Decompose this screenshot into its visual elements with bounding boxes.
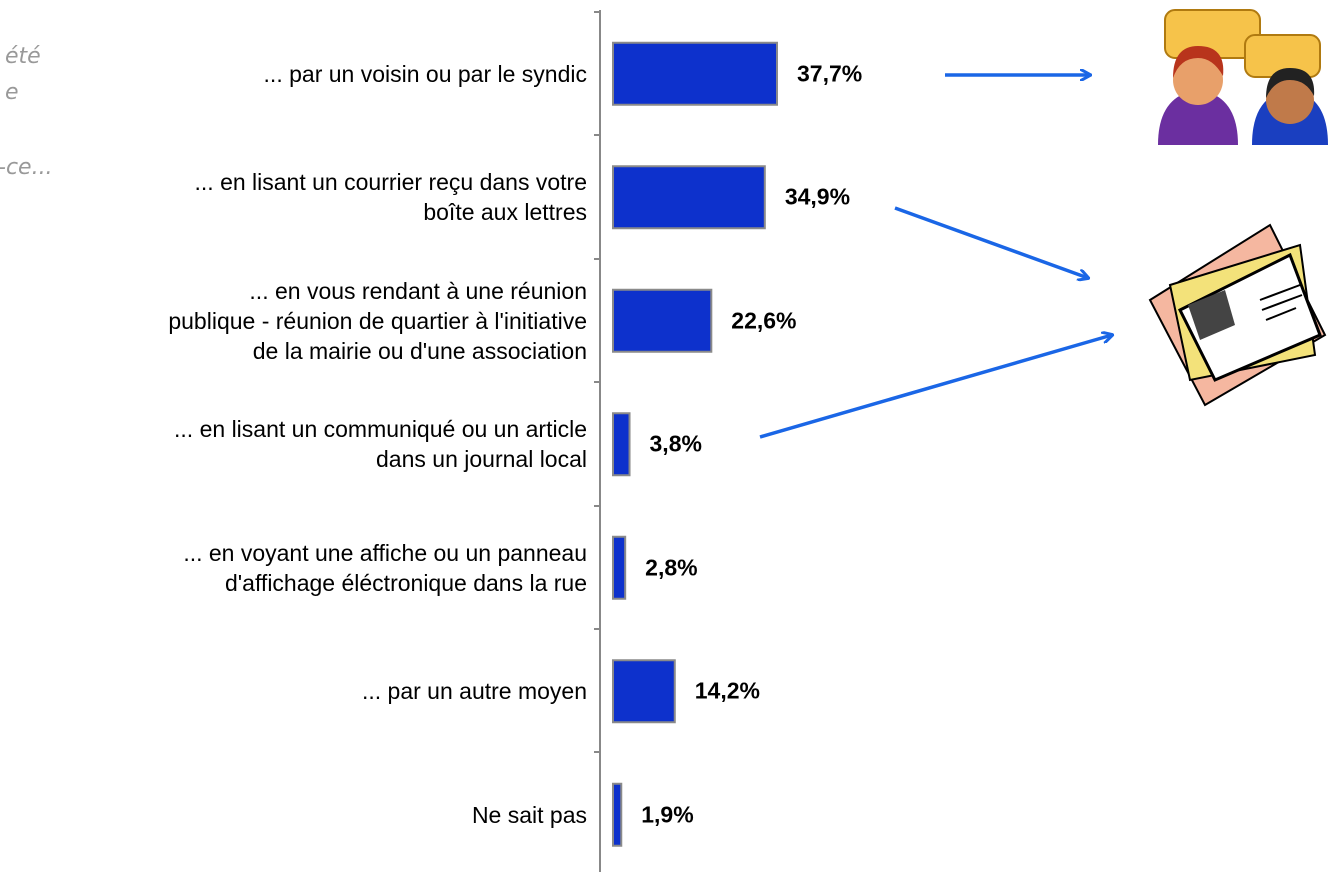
category-label: ... en vous rendant à une réunion publiq… [168, 277, 587, 364]
value-label: 1,9% [641, 801, 694, 828]
value-label: 34,9% [784, 183, 851, 210]
annotation: e [5, 80, 19, 105]
mail-icon [1148, 223, 1327, 407]
value-label: 14,2% [694, 677, 760, 704]
bar [612, 535, 627, 600]
bar [612, 782, 623, 847]
people-icon [1158, 9, 1328, 145]
category-label: ... par un voisin ou par le syndic [263, 60, 587, 87]
category-label: ... en lisant un communiqué ou un articl… [174, 416, 587, 473]
bar [612, 165, 766, 230]
category-separators [594, 11, 600, 753]
value-label: 22,6% [731, 307, 797, 334]
category-label: Ne sait pas [471, 801, 587, 828]
arrows [759, 75, 1112, 439]
category-label: ... en lisant un courrier reçu dans votr… [194, 169, 587, 226]
value-label: 3,8% [649, 430, 702, 457]
bar [612, 412, 631, 477]
bar [612, 41, 778, 106]
value-label: 37,7% [796, 60, 863, 87]
category-label: ... par un autre moyen [361, 678, 587, 705]
annotation: -ce... [0, 155, 53, 180]
bar [612, 659, 676, 724]
value-label: 2,8% [645, 554, 698, 581]
category-label: ... en voyant une affiche ou un panneau … [183, 539, 587, 596]
annotation: été [5, 44, 41, 69]
bar [612, 288, 713, 353]
